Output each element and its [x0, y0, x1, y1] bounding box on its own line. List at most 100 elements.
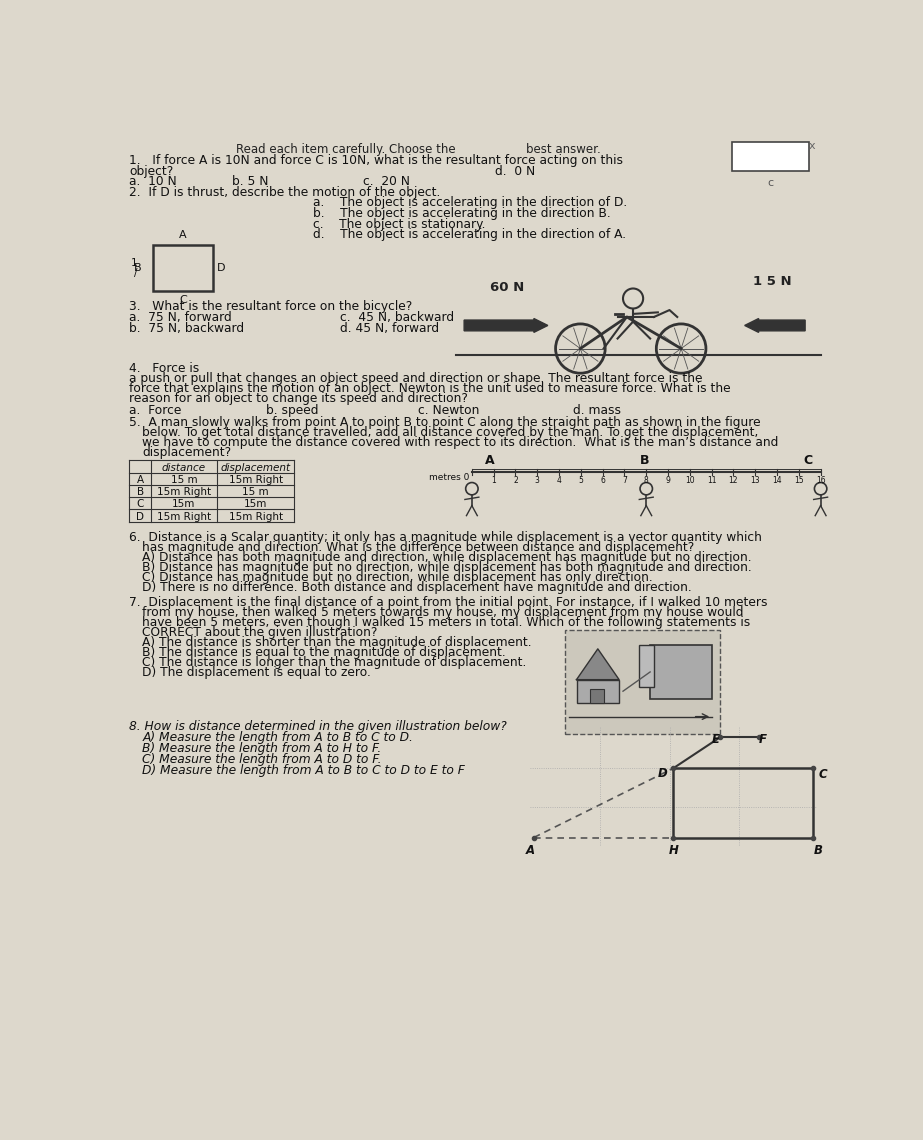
- Text: B) Measure the length from A to H to F.: B) Measure the length from A to H to F.: [142, 742, 382, 755]
- Text: has magnitude and direction. What is the difference between distance and displac: has magnitude and direction. What is the…: [142, 542, 695, 554]
- Text: 3.   What is the resultant force on the bicycle?: 3. What is the resultant force on the bi…: [129, 300, 413, 314]
- Text: best answer.: best answer.: [526, 142, 601, 156]
- Text: A: A: [525, 844, 534, 856]
- Text: CORRECT about the given illustration?: CORRECT about the given illustration?: [142, 626, 378, 638]
- Text: C: C: [819, 768, 828, 781]
- Text: 8: 8: [644, 477, 649, 486]
- Text: H: H: [668, 844, 678, 856]
- Text: D) There is no difference. Both distance and displacement have magnitude and dir: D) There is no difference. Both distance…: [142, 581, 692, 594]
- Text: a push or pull that changes an object speed and direction or shape. The resultan: a push or pull that changes an object sp…: [129, 373, 702, 385]
- Text: C: C: [137, 499, 144, 510]
- Text: B: B: [814, 844, 822, 856]
- Text: 15 m: 15 m: [171, 475, 198, 484]
- Text: 15m: 15m: [173, 499, 196, 510]
- Text: 2: 2: [513, 477, 518, 486]
- Text: Read each item carefully. Choose the: Read each item carefully. Choose the: [235, 142, 455, 156]
- Text: 5.  A man slowly walks from point A to point B to point C along the straight pat: 5. A man slowly walks from point A to po…: [129, 416, 761, 429]
- Text: 15m Right: 15m Right: [229, 512, 282, 522]
- Text: distance: distance: [162, 463, 206, 472]
- Text: 15m Right: 15m Right: [157, 487, 211, 497]
- Text: F: F: [759, 733, 766, 746]
- Text: a.  75 N, forward: a. 75 N, forward: [129, 311, 232, 324]
- Text: c. Newton: c. Newton: [417, 404, 479, 417]
- Text: c.  45 N, backward: c. 45 N, backward: [340, 311, 454, 324]
- FancyArrow shape: [464, 318, 548, 333]
- Bar: [577, 679, 619, 702]
- Text: 1.   If force A is 10N and force C is 10N, what is the resultant force acting on: 1. If force A is 10N and force C is 10N,…: [129, 154, 623, 166]
- Text: displacement?: displacement?: [142, 446, 232, 458]
- Text: a.  10 N: a. 10 N: [129, 174, 177, 187]
- Text: 1 5 N: 1 5 N: [753, 276, 792, 288]
- Text: 1: 1: [131, 258, 138, 268]
- Text: E: E: [712, 733, 720, 746]
- Text: d.  0 N: d. 0 N: [495, 164, 535, 178]
- Text: b. speed: b. speed: [267, 404, 319, 417]
- Text: below. To get total distance travelled, add all distance covered by the man. To : below. To get total distance travelled, …: [142, 425, 759, 439]
- Text: displacement: displacement: [221, 463, 291, 472]
- FancyArrow shape: [745, 318, 805, 333]
- Text: c: c: [767, 178, 773, 188]
- Text: 12: 12: [728, 477, 738, 486]
- Text: 5: 5: [579, 477, 583, 486]
- Text: d. mass: d. mass: [572, 404, 620, 417]
- Text: 15: 15: [794, 477, 804, 486]
- Text: B) Distance has magnitude but no direction, while displacement has both magnitud: B) Distance has magnitude but no directi…: [142, 561, 752, 575]
- Text: 15m Right: 15m Right: [157, 512, 211, 522]
- Text: b.    The object is accelerating in the direction B.: b. The object is accelerating in the dir…: [313, 206, 611, 220]
- Text: 15m: 15m: [244, 499, 268, 510]
- Text: c.    The object is stationary.: c. The object is stationary.: [313, 218, 485, 230]
- Text: 8. How is distance determined in the given illustration below?: 8. How is distance determined in the giv…: [129, 719, 507, 733]
- Text: 16: 16: [816, 477, 825, 486]
- Text: C) The distance is longer than the magnitude of displacement.: C) The distance is longer than the magni…: [142, 656, 527, 669]
- Text: force that explains the motion of an object. Newton is the unit used to measure : force that explains the motion of an obj…: [129, 382, 731, 396]
- Text: C) Distance has magnitude but no direction, while displacement has only directio: C) Distance has magnitude but no directi…: [142, 571, 653, 584]
- Text: a.  Force: a. Force: [129, 404, 182, 417]
- Text: C: C: [803, 454, 812, 467]
- Text: A) Distance has both magnitude and direction, while displacement has magnitude b: A) Distance has both magnitude and direc…: [142, 551, 752, 564]
- Text: 11: 11: [707, 477, 716, 486]
- Text: 2.  If D is thrust, describe the motion of the object.: 2. If D is thrust, describe the motion o…: [129, 186, 440, 199]
- Bar: [152, 245, 213, 291]
- Text: b. 5 N: b. 5 N: [232, 174, 268, 187]
- Text: 6.  Distance is a Scalar quantity; it only has a magnitude while displacement is: 6. Distance is a Scalar quantity; it onl…: [129, 531, 762, 544]
- Bar: [650, 645, 713, 699]
- Text: D: D: [137, 512, 144, 522]
- Text: D) Measure the length from A to B to C to D to E to F: D) Measure the length from A to B to C t…: [142, 764, 465, 776]
- Text: 60 N: 60 N: [490, 280, 524, 294]
- Text: c.  20 N: c. 20 N: [364, 174, 411, 187]
- Text: A) Measure the length from A to B to C to D.: A) Measure the length from A to B to C t…: [142, 731, 414, 744]
- Text: object?: object?: [129, 164, 174, 178]
- Text: metres 0: metres 0: [429, 472, 470, 481]
- Text: from my house, then walked 5 meters towards my house, my displacement from my ho: from my house, then walked 5 meters towa…: [142, 605, 744, 619]
- Text: A) The distance is shorter than the magnitude of displacement.: A) The distance is shorter than the magn…: [142, 636, 533, 649]
- Text: 7: 7: [622, 477, 627, 486]
- Text: 15 m: 15 m: [243, 487, 269, 497]
- Text: A: A: [137, 475, 144, 484]
- Text: B: B: [134, 262, 142, 272]
- Text: 6: 6: [600, 477, 605, 486]
- Text: d. 45 N, forward: d. 45 N, forward: [340, 321, 439, 335]
- Text: 15m Right: 15m Right: [229, 475, 282, 484]
- Text: 13: 13: [750, 477, 760, 486]
- Text: reason for an object to change its speed and direction?: reason for an object to change its speed…: [129, 392, 468, 406]
- Text: have been 5 meters, even though I walked 15 meters in total. Which of the follow: have been 5 meters, even though I walked…: [142, 616, 750, 629]
- Text: D) The displacement is equal to zero.: D) The displacement is equal to zero.: [142, 666, 371, 678]
- Text: A: A: [179, 230, 186, 241]
- Text: B) The distance is equal to the magnitude of displacement.: B) The distance is equal to the magnitud…: [142, 645, 506, 659]
- Text: b.  75 N, backward: b. 75 N, backward: [129, 321, 245, 335]
- Text: a.    The object is accelerating in the direction of D.: a. The object is accelerating in the dir…: [313, 196, 628, 209]
- Text: x: x: [809, 140, 816, 150]
- Text: d.    The object is accelerating in the direction of A.: d. The object is accelerating in the dir…: [313, 228, 626, 242]
- Text: 4.   Force is: 4. Force is: [129, 363, 199, 375]
- Text: A: A: [485, 454, 495, 467]
- Text: B: B: [640, 454, 650, 467]
- Text: B: B: [137, 487, 144, 497]
- Text: 4: 4: [557, 477, 561, 486]
- Text: 14: 14: [773, 477, 782, 486]
- Polygon shape: [577, 649, 619, 679]
- Text: C: C: [179, 295, 186, 306]
- Bar: [591, 689, 605, 702]
- Bar: [565, 629, 720, 733]
- Text: D: D: [217, 262, 225, 272]
- Text: C) Measure the length from A to D to F.: C) Measure the length from A to D to F.: [142, 752, 382, 766]
